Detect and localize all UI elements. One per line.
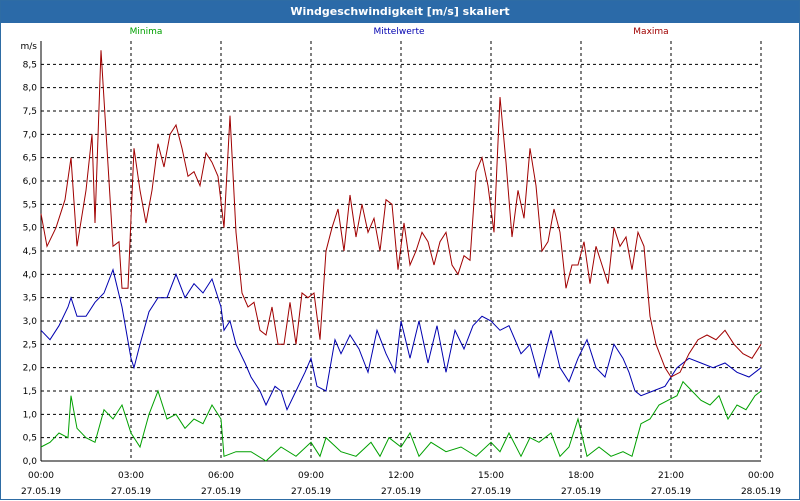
window-title: Windgeschwindigkeit [m/s] skaliert [1,1,799,23]
x-tick-time: 15:00 [478,471,504,481]
series-line-maxima [40,50,762,378]
y-tick-label: 3,5 [23,294,37,304]
x-tick-time: 00:00 [28,471,54,481]
x-tick-date: 27.05.19 [291,487,331,497]
x-tick-date: 27.05.19 [381,487,421,497]
x-tick-date: 28.05.19 [741,487,781,497]
y-tick-label: 2,5 [23,340,37,350]
y-tick-label: 1,5 [23,387,37,397]
legend-maxima: Maxima [633,27,668,37]
x-tick-time: 06:00 [208,471,234,481]
y-tick-label: 6,5 [23,154,37,164]
x-tick-date: 27.05.19 [21,487,61,497]
y-tick-label: 5,5 [23,200,37,210]
x-tick-date: 27.05.19 [561,487,601,497]
y-tick-label: 8,0 [23,84,38,94]
y-tick-label: 4,0 [23,270,38,280]
y-tick-label: 4,5 [23,247,37,257]
y-tick-label: 3,0 [23,317,38,327]
y-tick-label: 2,0 [23,364,38,374]
x-tick-date: 27.05.19 [201,487,241,497]
y-tick-label: 0,0 [23,457,38,467]
y-unit-label: m/s [21,42,38,52]
x-tick-time: 03:00 [118,471,144,481]
y-tick-label: 7,5 [23,107,37,117]
legend-mittelwerte: Mittelwerte [373,27,424,37]
series-line-minima [40,380,762,462]
x-tick-time: 00:00 [748,471,774,481]
x-tick-date: 27.05.19 [471,487,511,497]
x-tick-date: 27.05.19 [651,487,691,497]
y-tick-label: 0,5 [23,434,37,444]
y-tick-label: 6,0 [23,177,38,187]
y-tick-label: 5,0 [23,224,38,234]
y-tick-label: 1,0 [23,410,38,420]
y-tick-label: 7,0 [23,130,38,140]
legend-minima: Minima [130,27,163,37]
x-tick-time: 12:00 [388,471,414,481]
x-tick-time: 18:00 [568,471,594,481]
x-tick-date: 27.05.19 [111,487,151,497]
x-tick-time: 09:00 [298,471,324,481]
series-line-mittelwerte [40,268,762,412]
y-tick-label: 8,5 [23,60,37,70]
x-tick-time: 21:00 [658,471,684,481]
